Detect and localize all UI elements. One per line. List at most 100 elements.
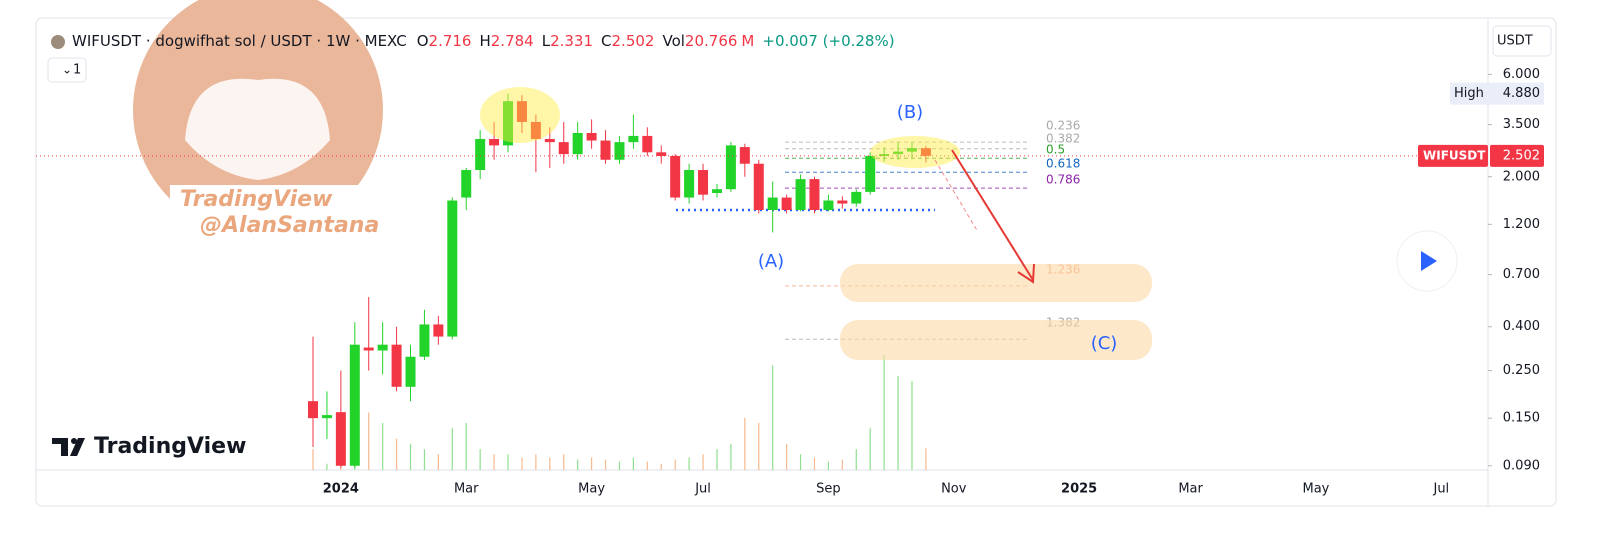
logo: TradingView xyxy=(52,434,246,459)
currency-label[interactable]: USDT xyxy=(1497,34,1533,49)
volume-bar xyxy=(368,412,370,470)
candle-body xyxy=(809,179,820,210)
candle-body xyxy=(335,412,346,466)
header-item: 2.502 xyxy=(612,32,655,50)
volume-bar xyxy=(897,375,899,470)
price-tag-bg xyxy=(1418,144,1488,167)
target-zone xyxy=(840,264,1152,302)
symbol-icon xyxy=(51,35,65,49)
volume-bar xyxy=(855,449,857,470)
volume-bar xyxy=(841,459,843,470)
volume-bar xyxy=(883,355,885,470)
volume-bar xyxy=(577,459,579,470)
candle-body xyxy=(879,154,890,156)
header-item: Vol xyxy=(662,32,684,50)
volume-bar xyxy=(437,454,439,470)
volume-bar xyxy=(744,417,746,470)
x-tick-label: 2025 xyxy=(1061,482,1097,497)
volume-bar xyxy=(716,449,718,470)
candle-body xyxy=(698,170,709,195)
candle-body xyxy=(670,155,681,198)
candle-body xyxy=(321,415,332,419)
volume-bar xyxy=(326,463,328,470)
volume-bar xyxy=(646,461,648,470)
high-tag-value: 4.880 xyxy=(1503,86,1540,101)
candle-body xyxy=(711,189,722,194)
candle-body xyxy=(363,347,374,351)
volume-bar xyxy=(925,448,927,470)
projection-arrow xyxy=(951,149,1034,281)
high-tag-label: High xyxy=(1454,86,1484,101)
header-item: M xyxy=(741,32,754,50)
logo-dot xyxy=(71,438,77,444)
fib-label: 0.5 xyxy=(1046,143,1065,157)
volume-bar xyxy=(563,454,565,470)
volume-bar xyxy=(409,443,412,470)
volume-bar xyxy=(758,422,760,470)
high-tag-bg xyxy=(1450,82,1544,105)
volume-bar xyxy=(312,449,314,470)
y-tick-label: 0.700 xyxy=(1503,267,1540,282)
watermark: TradingView @AlanSantana xyxy=(133,0,383,245)
logo-icon xyxy=(52,438,85,456)
interval-label[interactable]: 1 xyxy=(73,63,81,78)
volume-bar xyxy=(395,438,398,470)
x-tick-label: Jul xyxy=(1432,482,1449,497)
candle-body xyxy=(656,152,667,156)
candle-body xyxy=(725,145,736,190)
candle-body xyxy=(642,135,653,153)
fib-label: 0.618 xyxy=(1046,157,1080,171)
header-item: +0.007 (+0.28%) xyxy=(762,32,894,50)
wave-label: (A) xyxy=(758,251,784,272)
y-tick-label: 0.090 xyxy=(1503,458,1540,473)
price-tag-bg xyxy=(1490,144,1544,167)
watermark-text: TradingView xyxy=(180,187,333,212)
x-tick-label: Nov xyxy=(941,482,967,497)
candle-body xyxy=(572,132,583,155)
volume-bar xyxy=(521,457,523,470)
x-tick-label: May xyxy=(578,482,605,497)
x-tick-label: Jul xyxy=(694,482,711,497)
candle-body xyxy=(489,138,500,146)
price-tag-name: WIFUSDT xyxy=(1423,148,1486,162)
y-tick-label: 0.150 xyxy=(1503,411,1540,426)
candle-body xyxy=(865,155,876,192)
candle-body xyxy=(405,356,416,387)
candle-body xyxy=(851,191,862,204)
header-item: 2.716 xyxy=(429,32,472,50)
volume-bar xyxy=(660,463,662,470)
volume-bar xyxy=(549,457,551,470)
candle-body xyxy=(516,101,527,122)
play-icon xyxy=(1421,251,1437,271)
volume-bar xyxy=(604,459,607,470)
candle-body xyxy=(475,138,486,171)
header-item: 20.766 xyxy=(685,32,738,50)
candle-body xyxy=(600,140,611,160)
header-item: L xyxy=(542,32,551,50)
candle-body xyxy=(767,197,778,210)
frame xyxy=(35,17,1557,507)
volume-bar xyxy=(632,457,634,470)
volume-bar xyxy=(451,428,453,470)
watermark-dog xyxy=(185,78,330,180)
arrow-head xyxy=(1017,263,1035,284)
x-tick-label: Mar xyxy=(1178,482,1203,497)
candle-body xyxy=(447,200,458,337)
interval-button[interactable] xyxy=(47,57,87,83)
candle-body xyxy=(391,344,402,387)
header-item: 2.331 xyxy=(550,32,593,50)
candle-body xyxy=(795,179,806,210)
volume-bar xyxy=(730,443,732,470)
y-tick-label: 3.500 xyxy=(1503,117,1540,132)
candle-body xyxy=(419,324,430,357)
fib-label: 0.382 xyxy=(1046,131,1080,145)
volume-bar xyxy=(618,461,621,470)
candle-body xyxy=(906,148,917,152)
header-item: 2.784 xyxy=(491,32,534,50)
candle-body xyxy=(684,170,695,198)
currency-button[interactable] xyxy=(1492,25,1552,57)
volume-bar xyxy=(591,457,593,470)
volume-bar xyxy=(688,457,690,470)
candle-body xyxy=(308,401,318,419)
